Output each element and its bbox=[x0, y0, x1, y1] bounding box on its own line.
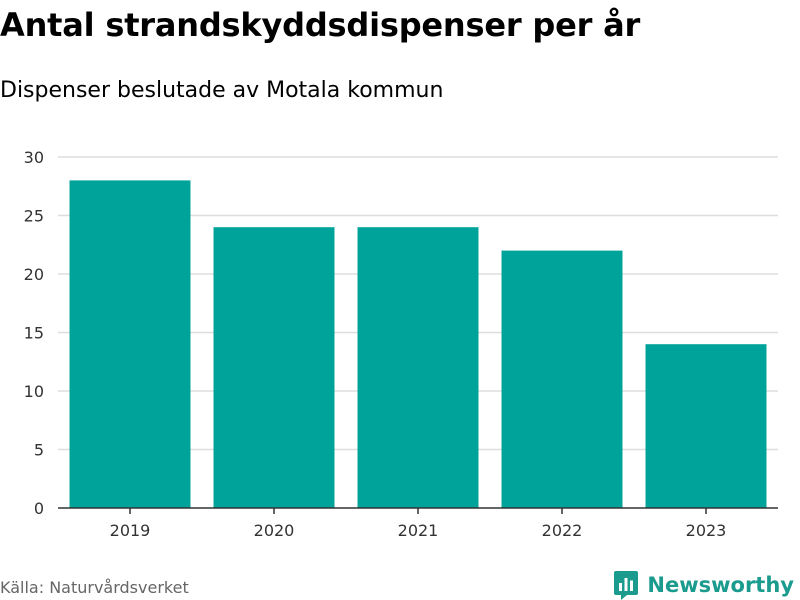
bar-chart: 0 5 10 15 20 25 30 2019 2020 2021 2022 2023 bbox=[24, 148, 778, 540]
x-tick-label: 2021 bbox=[398, 521, 439, 540]
y-tick-label: 30 bbox=[24, 148, 44, 167]
y-tick-label: 25 bbox=[24, 207, 44, 226]
y-tick-label: 20 bbox=[24, 265, 44, 284]
newsworthy-logo-icon bbox=[614, 571, 639, 600]
y-tick-label: 10 bbox=[24, 382, 44, 401]
x-tick-label: 2023 bbox=[686, 521, 727, 540]
source-note: Källa: Naturvårdsverket bbox=[0, 578, 189, 597]
y-tick-label: 0 bbox=[34, 499, 44, 518]
x-tick-label: 2019 bbox=[110, 521, 151, 540]
x-tick-label: 2020 bbox=[254, 521, 295, 540]
chart-subtitle: Dispenser beslutade av Motala kommun bbox=[0, 78, 444, 103]
chart-title: Antal strandskyddsdispenser per år bbox=[0, 6, 641, 44]
bar bbox=[645, 344, 767, 508]
bar bbox=[501, 250, 623, 508]
y-tick-label: 15 bbox=[24, 324, 44, 343]
brand-name: Newsworthy bbox=[647, 573, 794, 597]
y-tick-label: 5 bbox=[34, 441, 44, 460]
bar bbox=[213, 227, 335, 508]
x-tick-label: 2022 bbox=[542, 521, 583, 540]
bar bbox=[69, 180, 191, 508]
bar bbox=[357, 227, 479, 508]
brand: Newsworthy bbox=[613, 569, 794, 600]
